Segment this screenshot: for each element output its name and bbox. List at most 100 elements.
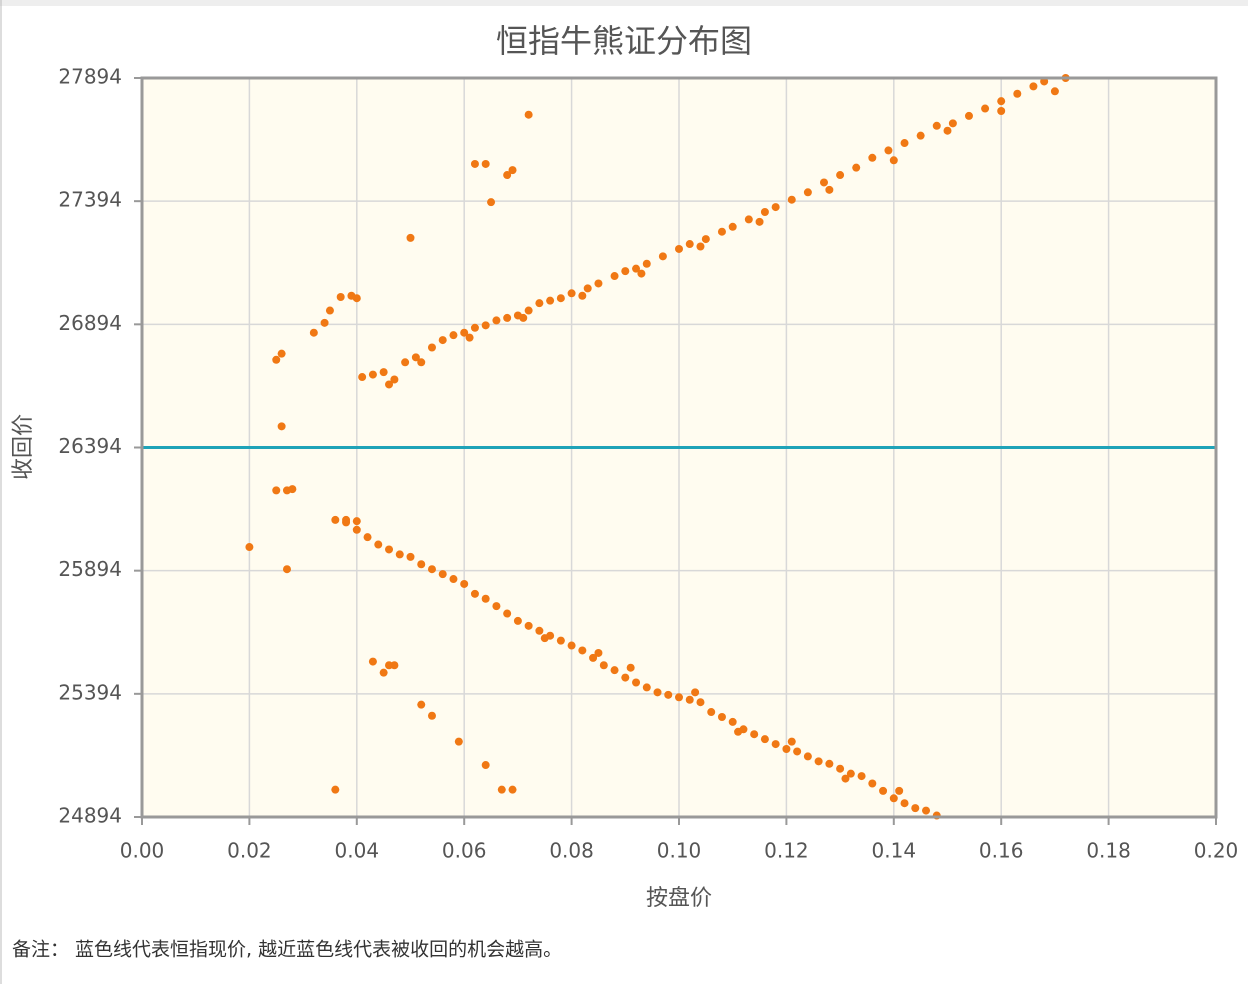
point	[632, 678, 641, 687]
point	[787, 195, 796, 204]
plot-frame	[140, 76, 1218, 819]
point	[868, 779, 877, 788]
point	[642, 259, 651, 268]
point	[374, 540, 383, 549]
point	[900, 139, 909, 148]
x-tick-label: 0.08	[549, 839, 594, 863]
point	[460, 328, 469, 337]
point	[401, 358, 410, 367]
point	[578, 646, 587, 655]
point	[427, 565, 436, 574]
point	[358, 373, 367, 382]
point	[470, 589, 479, 598]
point	[508, 785, 517, 794]
point	[556, 636, 565, 645]
point	[390, 661, 399, 670]
point	[379, 668, 388, 677]
point	[691, 688, 700, 697]
point	[519, 313, 528, 322]
point	[492, 602, 501, 611]
point	[760, 735, 769, 744]
point	[449, 331, 458, 340]
point	[454, 737, 463, 746]
x-tick-label: 0.02	[227, 839, 272, 863]
top-bar	[0, 0, 1248, 6]
point	[331, 515, 340, 524]
x-tick-label: 0.04	[335, 839, 380, 863]
point	[637, 269, 646, 278]
point	[814, 757, 823, 766]
point	[803, 188, 812, 197]
point	[675, 244, 683, 253]
x-tick-label: 0.10	[657, 839, 702, 863]
x-tick-label: 0.12	[764, 839, 809, 863]
point	[948, 119, 957, 128]
point	[594, 648, 603, 657]
point	[503, 171, 512, 180]
point	[900, 799, 909, 808]
point	[497, 785, 506, 794]
point	[481, 594, 490, 603]
point	[508, 166, 517, 175]
point	[771, 740, 780, 749]
point	[760, 208, 769, 217]
point	[819, 178, 828, 187]
point	[803, 752, 812, 761]
point	[427, 711, 436, 720]
y-tick-label: 24894	[58, 804, 122, 828]
point	[385, 545, 394, 554]
point	[503, 313, 512, 322]
point	[653, 688, 662, 697]
y-tick-label: 26894	[58, 311, 122, 335]
point	[911, 804, 920, 813]
point	[621, 267, 630, 276]
point	[272, 486, 281, 495]
point	[599, 661, 608, 670]
point	[481, 159, 490, 168]
point	[331, 785, 340, 794]
point	[825, 185, 834, 194]
point	[922, 806, 931, 815]
x-tick-label: 0.14	[872, 839, 917, 863]
point	[535, 626, 544, 635]
point	[352, 517, 361, 526]
point	[363, 533, 372, 542]
x-tick-label: 0.18	[1086, 839, 1131, 863]
point	[836, 171, 845, 180]
point	[889, 156, 898, 165]
point	[540, 634, 549, 643]
point	[793, 747, 802, 756]
point	[556, 294, 565, 303]
point	[717, 227, 726, 236]
point	[546, 296, 555, 305]
point	[406, 552, 415, 561]
point	[610, 666, 619, 675]
point	[245, 543, 254, 552]
point	[825, 759, 834, 768]
point	[642, 683, 651, 692]
point	[342, 518, 351, 527]
point	[685, 240, 694, 249]
point	[852, 163, 861, 172]
point	[782, 745, 791, 754]
point	[492, 316, 501, 325]
x-tick-label: 0.16	[979, 839, 1024, 863]
point	[406, 233, 415, 242]
point	[385, 380, 394, 389]
point	[626, 663, 635, 672]
point	[460, 579, 469, 588]
point	[465, 333, 474, 342]
point	[320, 318, 329, 327]
point	[487, 198, 496, 207]
point	[427, 343, 436, 352]
point	[997, 107, 1006, 116]
point	[470, 323, 479, 332]
point	[589, 653, 598, 662]
chart-title: 恒指牛熊证分布图	[496, 22, 752, 60]
point	[750, 730, 759, 739]
point	[481, 321, 490, 330]
point	[567, 289, 576, 298]
point	[309, 328, 318, 337]
point	[524, 110, 533, 119]
